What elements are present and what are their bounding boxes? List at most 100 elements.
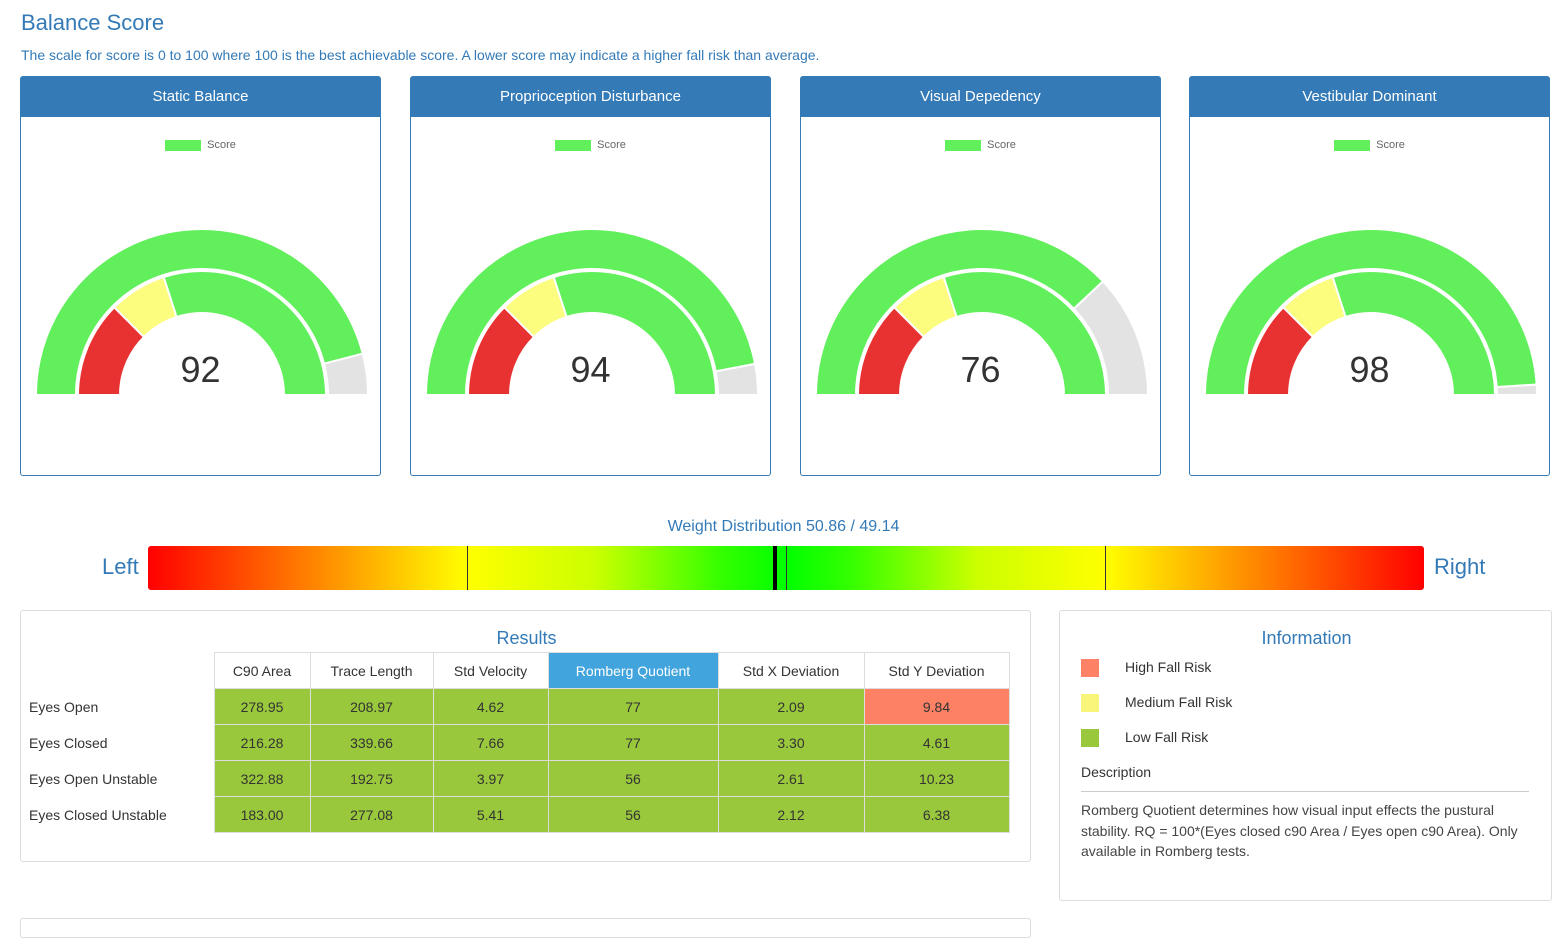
weight-right-label: Right	[1434, 554, 1486, 579]
zone-green-arc	[552, 270, 718, 396]
legend-swatch	[945, 139, 982, 151]
gauge-legend[interactable]: Score	[801, 139, 1160, 151]
table-cell: 56	[547, 796, 719, 833]
table-cell: 6.38	[863, 796, 1010, 833]
legend-swatch	[555, 139, 592, 151]
legend-label: Score	[207, 139, 236, 152]
legend-label: Score	[987, 139, 1016, 152]
guide-line	[467, 546, 468, 590]
gauge-title: Vestibular Dominant	[1190, 77, 1549, 117]
table-cell: 208.97	[309, 688, 434, 725]
guide-line	[1105, 546, 1106, 590]
table-row: Eyes Open 278.95 208.97 4.62 77 2.09 9.8…	[28, 688, 1010, 725]
results-panel: Results C90 Area Trace Length Std Veloci…	[20, 610, 1031, 862]
divider	[1081, 791, 1529, 792]
table-cell: 4.62	[432, 688, 549, 725]
legend-label: Score	[597, 139, 626, 152]
weight-marker	[773, 546, 778, 590]
table-cell: 4.61	[863, 724, 1010, 761]
description-text: Romberg Quotient determines how visual i…	[1081, 802, 1518, 859]
table-cell: 216.28	[213, 724, 311, 761]
weight-distribution-title: Weight Distribution 50.86 / 49.14	[667, 518, 900, 535]
row-label: Eyes Closed Unstable	[29, 806, 167, 823]
gauge-legend[interactable]: Score	[21, 139, 380, 151]
score-arc	[1203, 228, 1538, 396]
column-header: Std X Deviation	[717, 652, 865, 689]
row-label: Eyes Closed	[29, 734, 108, 751]
legend-medium-fall-risk: Medium Fall Risk	[1081, 694, 1233, 713]
weight-left-label: Left	[102, 554, 139, 579]
results-table: C90 Area Trace Length Std Velocity Rombe…	[28, 652, 1010, 833]
risk-label: Medium Fall Risk	[1125, 694, 1233, 710]
score-arc	[34, 228, 365, 396]
legend-high-fall-risk: High Fall Risk	[1081, 659, 1212, 678]
remaining-arc	[1495, 383, 1539, 396]
gauge-value: 94	[570, 349, 611, 390]
low-risk-swatch	[1081, 729, 1099, 748]
gauge-title: Visual Depedency	[801, 77, 1160, 117]
remaining-arc	[714, 362, 760, 396]
table-row: Eyes Closed 216.28 339.66 7.66 77 3.30 4…	[28, 724, 1010, 761]
table-cell: 192.75	[309, 760, 434, 797]
row-label: Eyes Open	[29, 698, 99, 715]
description-heading: Description	[1081, 764, 1152, 780]
table-cell: 2.09	[717, 688, 865, 725]
zone-green-arc	[162, 270, 328, 396]
gauge-title: Static Balance	[21, 77, 380, 117]
legend-swatch	[165, 139, 202, 151]
table-row: Eyes Open Unstable 322.88 192.75 3.97 56…	[28, 760, 1010, 797]
gauge-card-vestibular-dominant: Vestibular Dominant Score 98	[1189, 76, 1550, 476]
gauge-card-proprioception-disturbance: Proprioception Disturbance Score 94	[410, 76, 771, 476]
gauge-chart	[424, 228, 760, 396]
table-cell: 2.12	[717, 796, 865, 833]
column-header: C90 Area	[213, 652, 311, 689]
table-cell: 2.61	[717, 760, 865, 797]
medium-risk-swatch	[1081, 694, 1099, 713]
zone-green-arc	[942, 270, 1108, 396]
page-title: Balance Score	[21, 10, 165, 35]
column-header: Std Y Deviation	[863, 652, 1010, 689]
header-blank	[28, 653, 214, 689]
results-title: Results	[496, 628, 557, 648]
table-cell: 278.95	[213, 688, 311, 725]
table-cell: 77	[547, 688, 719, 725]
table-cell: 3.30	[717, 724, 865, 761]
table-header-row: C90 Area Trace Length Std Velocity Rombe…	[28, 652, 1010, 689]
gauge-chart	[34, 228, 370, 396]
table-cell: 277.08	[309, 796, 434, 833]
gauge-legend[interactable]: Score	[411, 139, 770, 151]
legend-swatch	[1334, 139, 1371, 151]
legend-label: Score	[1376, 139, 1405, 152]
score-arc	[424, 228, 757, 396]
table-cell: 9.84	[863, 688, 1010, 725]
risk-label: Low Fall Risk	[1125, 729, 1209, 745]
table-cell: 10.23	[863, 760, 1010, 797]
column-header: Trace Length	[309, 652, 434, 689]
table-cell: 7.66	[432, 724, 549, 761]
column-header: Std Velocity	[432, 652, 549, 689]
gauge-value: 76	[960, 349, 1001, 390]
information-title: Information	[1261, 628, 1352, 648]
gauge-card-visual-dependency: Visual Depedency Score 76	[800, 76, 1161, 476]
gauge-chart	[814, 228, 1150, 396]
table-cell: 183.00	[213, 796, 311, 833]
remaining-arc	[322, 352, 370, 396]
page-subtitle: The scale for score is 0 to 100 where 10…	[21, 47, 820, 63]
gauge-title: Proprioception Disturbance	[411, 77, 770, 117]
gauge-value: 92	[180, 349, 221, 390]
table-cell: 3.97	[432, 760, 549, 797]
information-panel: Information High Fall Risk Medium Fall R…	[1059, 610, 1552, 901]
table-cell: 5.41	[432, 796, 549, 833]
risk-label: High Fall Risk	[1125, 659, 1212, 675]
next-panel	[20, 918, 1031, 938]
table-cell: 339.66	[309, 724, 434, 761]
table-row: Eyes Closed Unstable 183.00 277.08 5.41 …	[28, 796, 1010, 833]
high-risk-swatch	[1081, 659, 1099, 678]
guide-line	[786, 546, 787, 590]
weight-distribution-bar	[148, 546, 1424, 590]
gauge-card-static-balance: Static Balance Score 92	[20, 76, 381, 476]
legend-low-fall-risk: Low Fall Risk	[1081, 729, 1209, 748]
gauge-value: 98	[1349, 349, 1390, 390]
table-cell: 322.88	[213, 760, 311, 797]
gauge-legend[interactable]: Score	[1190, 139, 1549, 151]
